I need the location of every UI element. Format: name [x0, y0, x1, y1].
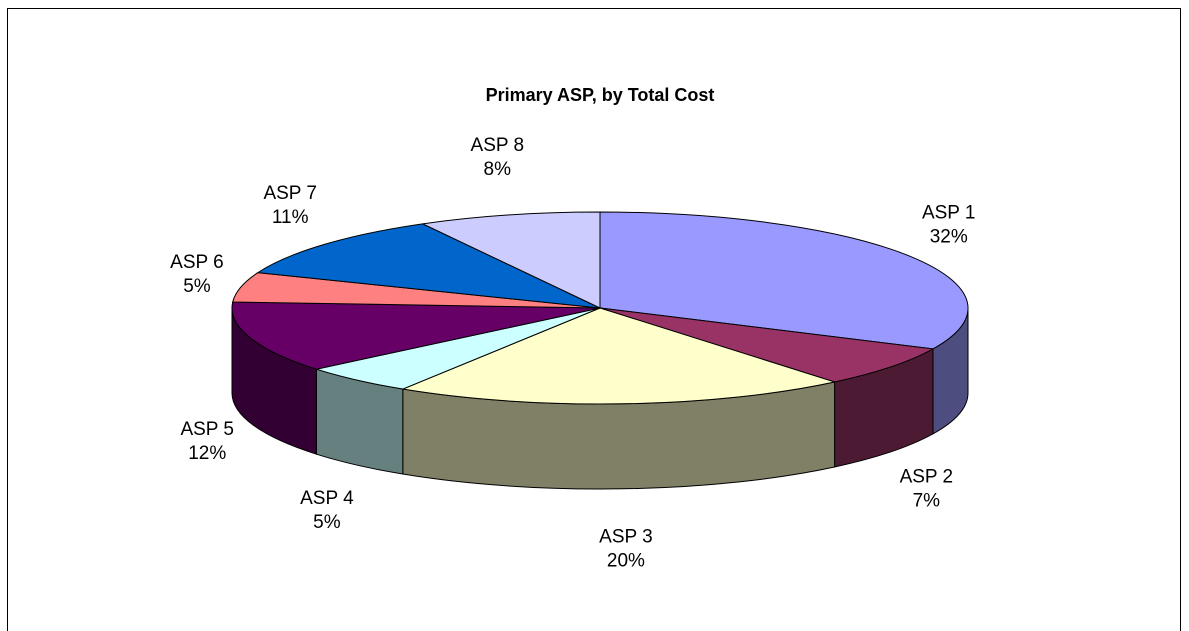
slice-label: ASP 1 [922, 202, 976, 223]
slice-label: ASP 6 [170, 252, 224, 273]
slice-label: ASP 4 [300, 488, 354, 509]
slice-value-label: 5% [313, 512, 341, 533]
slice [421, 211, 601, 309]
slice-label: ASP 3 [599, 527, 653, 548]
slice-value-label: 20% [607, 551, 645, 572]
slice [400, 307, 837, 405]
slice-value-label: 5% [183, 276, 211, 297]
slice-value-label: 32% [930, 226, 968, 247]
slice-label: ASP 2 [900, 467, 954, 488]
slice [231, 301, 601, 370]
slice [256, 223, 601, 309]
slice-value-label: 12% [188, 443, 226, 464]
slice-value-label: 11% [272, 207, 309, 228]
slice [599, 307, 935, 383]
slice-label: ASP 5 [180, 419, 234, 440]
chart-title: Primary ASP, by Total Cost [486, 85, 715, 105]
slice-value-label: 8% [484, 159, 512, 180]
slice-label: ASP 7 [263, 183, 317, 204]
slice-value-label: 7% [913, 491, 941, 512]
slice [599, 211, 969, 350]
slice-label: ASP 8 [471, 135, 525, 156]
